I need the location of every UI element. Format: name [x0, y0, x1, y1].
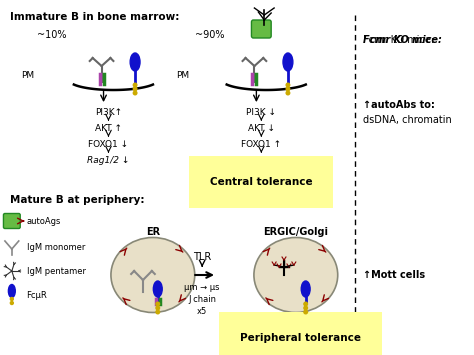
Text: μm → μs
J chain
x5: μm → μs J chain x5 [184, 283, 220, 316]
Text: dsDNA, chromatin: dsDNA, chromatin [363, 115, 452, 125]
Text: PI3K↑: PI3K↑ [95, 108, 122, 117]
FancyBboxPatch shape [3, 213, 20, 229]
Ellipse shape [283, 53, 293, 71]
Ellipse shape [254, 237, 338, 312]
Circle shape [133, 83, 137, 87]
Text: FOXO1 ↑: FOXO1 ↑ [241, 140, 282, 149]
Text: ER: ER [146, 227, 160, 237]
Text: PM: PM [21, 71, 35, 80]
Ellipse shape [130, 53, 140, 71]
Circle shape [304, 310, 308, 314]
Circle shape [133, 87, 137, 91]
Text: FcμR: FcμR [27, 290, 47, 300]
Text: ~10%: ~10% [37, 30, 67, 40]
Text: Fcmr KO mice:: Fcmr KO mice: [363, 35, 442, 45]
Text: ERGIC/Golgi: ERGIC/Golgi [264, 227, 328, 237]
Circle shape [133, 91, 137, 95]
Text: Immature B in bone marrow:: Immature B in bone marrow: [10, 12, 179, 22]
Ellipse shape [9, 284, 15, 297]
Text: autoAgs: autoAgs [27, 217, 61, 225]
Circle shape [304, 306, 308, 310]
Circle shape [304, 302, 308, 306]
Text: TLR: TLR [193, 252, 211, 262]
Text: AKT ↓: AKT ↓ [248, 124, 275, 133]
Circle shape [286, 87, 290, 91]
Circle shape [10, 301, 13, 305]
Text: FOXO1 ↓: FOXO1 ↓ [89, 140, 128, 149]
Text: Rag1/2 ↑: Rag1/2 ↑ [240, 156, 283, 165]
Ellipse shape [153, 281, 162, 297]
Circle shape [286, 83, 290, 87]
Text: ↑autoAbs to:: ↑autoAbs to: [363, 100, 435, 110]
Ellipse shape [111, 237, 195, 312]
Text: Rag1/2 ↓: Rag1/2 ↓ [87, 156, 130, 165]
Text: PM: PM [176, 71, 189, 80]
Text: ↑Mott cells: ↑Mott cells [363, 270, 425, 280]
Text: PI3K ↓: PI3K ↓ [246, 108, 276, 117]
Text: ~90%: ~90% [195, 30, 225, 40]
FancyBboxPatch shape [251, 20, 271, 38]
Text: Fcmr KO mice:: Fcmr KO mice: [363, 35, 434, 45]
Text: Central tolerance: Central tolerance [210, 177, 313, 187]
Circle shape [156, 306, 160, 310]
Text: IgM pentamer: IgM pentamer [27, 267, 86, 275]
Circle shape [156, 302, 160, 306]
Text: Central tolerance: Central tolerance [210, 177, 313, 187]
Circle shape [286, 91, 290, 95]
Text: IgM monomer: IgM monomer [27, 242, 85, 251]
Circle shape [156, 310, 160, 314]
Circle shape [10, 297, 13, 300]
Ellipse shape [301, 281, 310, 297]
Text: Mature B at periphery:: Mature B at periphery: [10, 195, 145, 205]
Text: AKT ↑: AKT ↑ [95, 124, 122, 133]
Text: Peripheral tolerance: Peripheral tolerance [240, 333, 361, 343]
